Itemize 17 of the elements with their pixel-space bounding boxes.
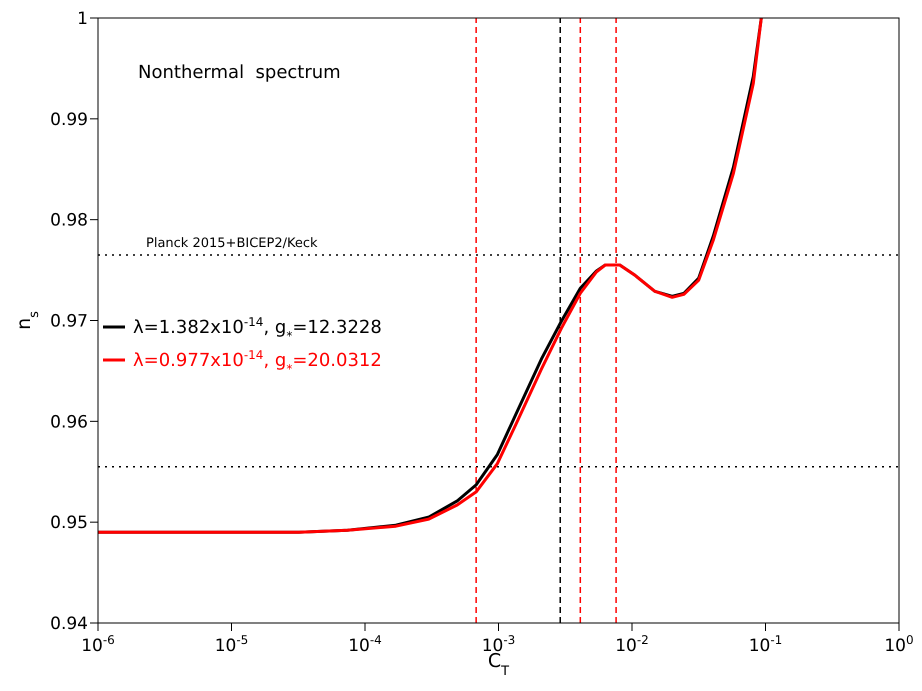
y-tick-label: 0.95 [50, 513, 88, 534]
y-tick-label: 0.97 [50, 312, 88, 332]
y-tick-label: 1 [77, 9, 88, 30]
x-tick-label: 10$^{-6}$ [81, 633, 115, 656]
x-tick-label: 10$^{-1}$ [748, 633, 782, 656]
ref-line-label: Planck 2015+BICEP2/Keck [146, 236, 318, 251]
legend-entry: λ=0.977x10$^{-14}$, g$_{*}$=20.0312 [103, 348, 382, 376]
annotation: Nonthermal spectrum [138, 62, 341, 83]
y-tick-label: 0.96 [50, 412, 88, 432]
y-tick-label: 0.99 [50, 110, 88, 130]
y-tick-label: 0.94 [50, 614, 88, 634]
x-tick-label: 10$^{-5}$ [214, 633, 248, 656]
x-tick-label: 10$^{-2}$ [615, 633, 649, 656]
x-tick-label: 10$^{0}$ [884, 633, 914, 656]
legend-entry: λ=1.382x10$^{-14}$, g$_{*}$=12.3228 [103, 315, 382, 343]
y-tick-label: 0.98 [50, 210, 88, 231]
x-tick-label: 10$^{-4}$ [348, 633, 382, 656]
